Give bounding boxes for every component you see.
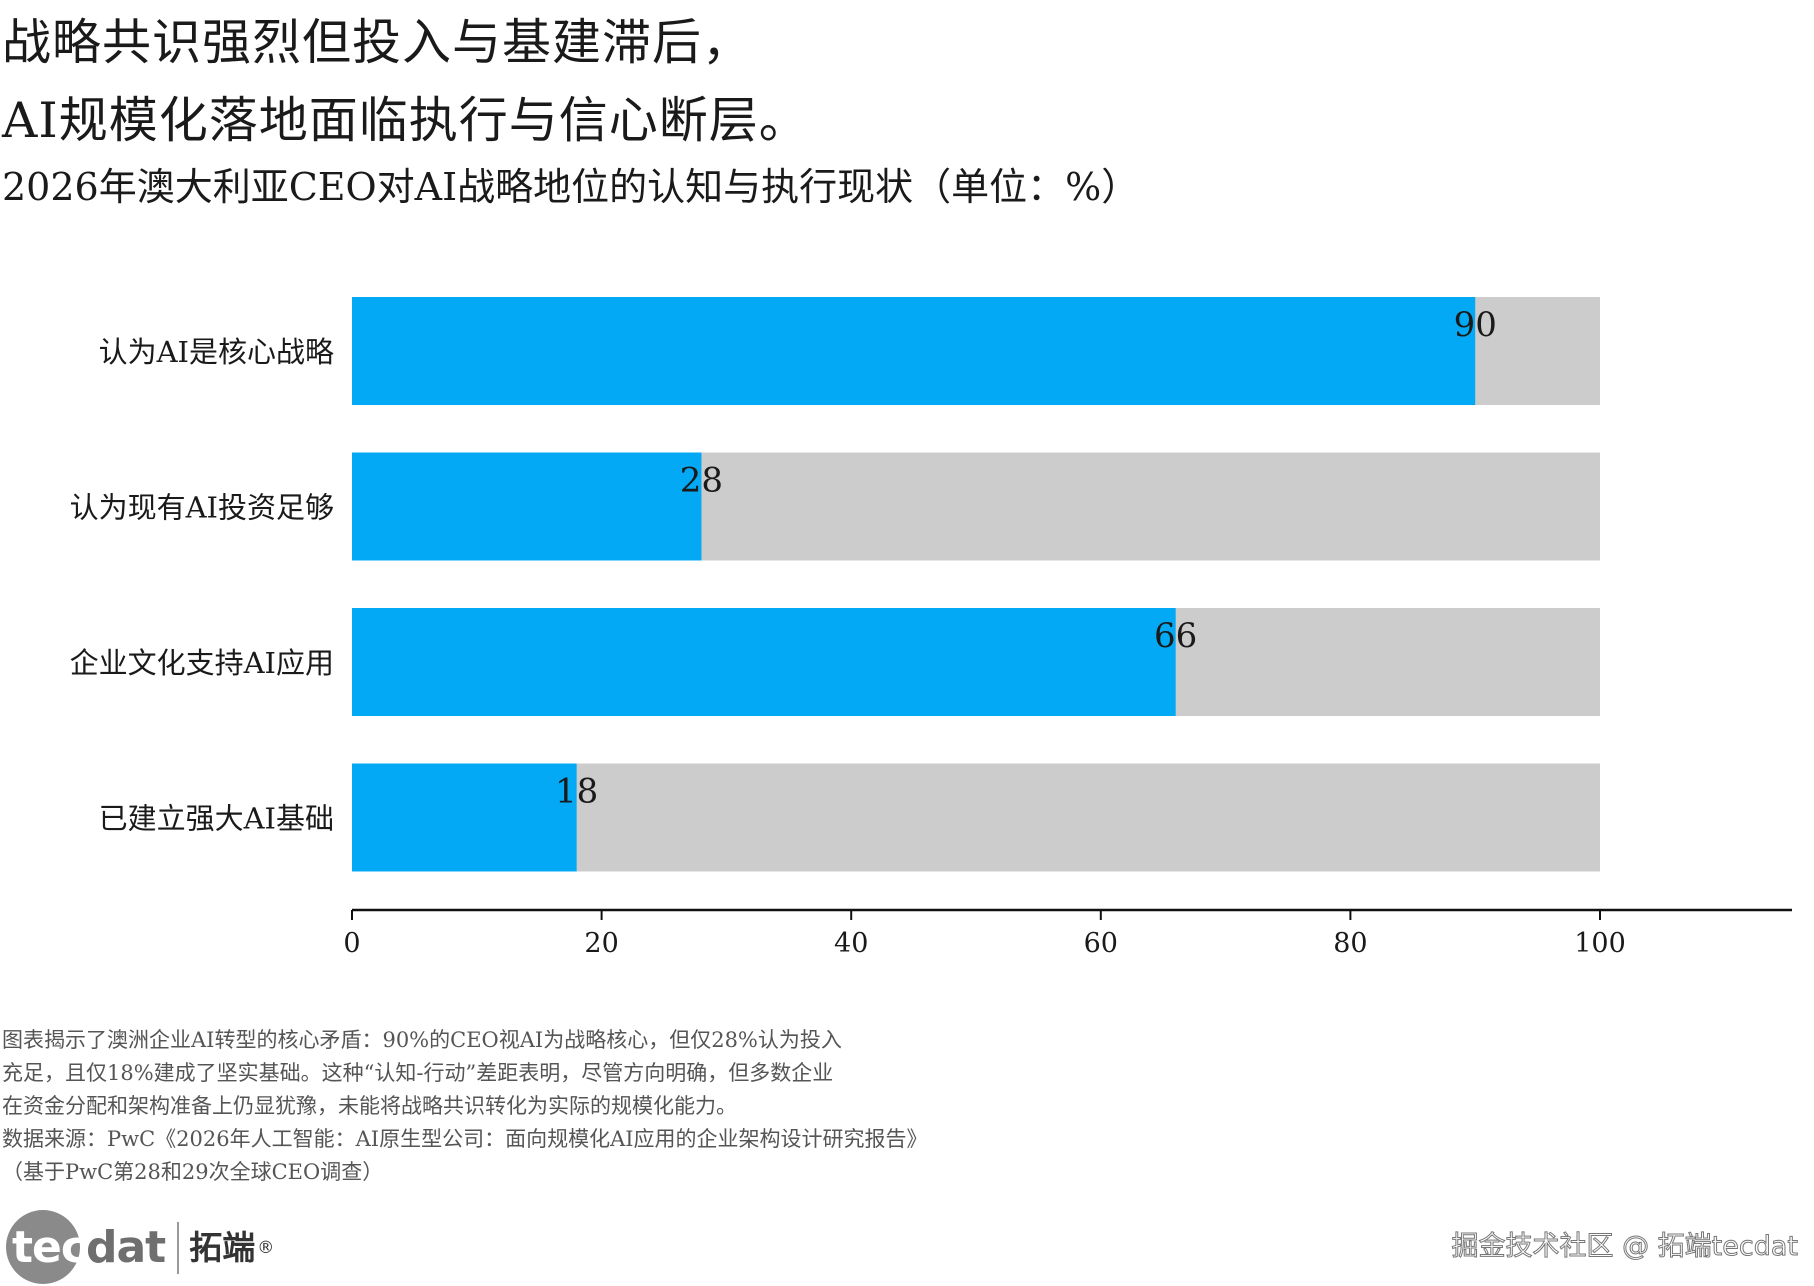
source-line: 数据来源：PwC《2026年人工智能：AI原生型公司：面向规模化AI应用的企业架… (2, 1127, 928, 1151)
x-tick-label: 60 (1084, 928, 1118, 959)
logo-tec: tec (12, 1222, 87, 1273)
logo-dat: dat (85, 1222, 166, 1273)
logo-wordmark: tecdat (6, 1210, 166, 1286)
watermark: 掘金技术社区 @ 拓端tecdat (1451, 1231, 1798, 1263)
x-tick-label: 40 (834, 928, 868, 959)
x-tick-label: 20 (584, 928, 618, 959)
bar-value (352, 297, 1476, 405)
tecdat-logo: tecdat 拓端 ® (6, 1210, 274, 1286)
chart-subtitle: 2026年澳大利亚CEO对AI战略地位的认知与执行现状（单位：%） (2, 165, 1140, 209)
chart-title-line-1: 战略共识强烈但投入与基建滞后， (2, 14, 753, 71)
data-label: 18 (555, 772, 598, 812)
source-detail-line: （基于PwC第28和29次全球CEO调查） (2, 1160, 384, 1184)
category-label: 认为AI是核心战略 (99, 335, 334, 369)
logo-chinese-name: 拓端 (189, 1228, 256, 1267)
data-label: 66 (1154, 616, 1197, 656)
note-line: 在资金分配和架构准备上仍显犹豫，未能将战略共识转化为实际的规模化能力。 (2, 1094, 737, 1118)
bar-value (352, 608, 1176, 716)
chart-title-line-2: AI规模化落地面临执行与信心断层。 (2, 92, 809, 149)
x-tick-label: 0 (343, 928, 360, 959)
note-line: 图表揭示了澳洲企业AI转型的核心矛盾：90%的CEO视AI为战略核心，但仅28%… (2, 1028, 842, 1052)
logo-divider (177, 1222, 180, 1274)
bar-value (352, 763, 577, 872)
bar-value (352, 452, 702, 561)
category-label: 认为现有AI投资足够 (70, 491, 334, 525)
bar-chart: 90 认为AI是核心战略 28 认为现有AI投资足够 66 企业文化支持AI应用 18 已建立… (70, 297, 1792, 959)
note-line: 充足，且仅18%建成了坚实基础。这种“认知-行动”差距表明，尽管方向明确，但多数… (2, 1061, 834, 1085)
category-label: 企业文化支持AI应用 (70, 646, 334, 680)
x-tick-label: 100 (1574, 928, 1626, 959)
data-label: 90 (1454, 305, 1497, 345)
x-tick-label: 80 (1333, 928, 1367, 959)
data-label: 28 (680, 461, 723, 501)
category-label: 已建立强大AI基础 (99, 802, 334, 836)
registered-mark: ® (257, 1238, 275, 1258)
